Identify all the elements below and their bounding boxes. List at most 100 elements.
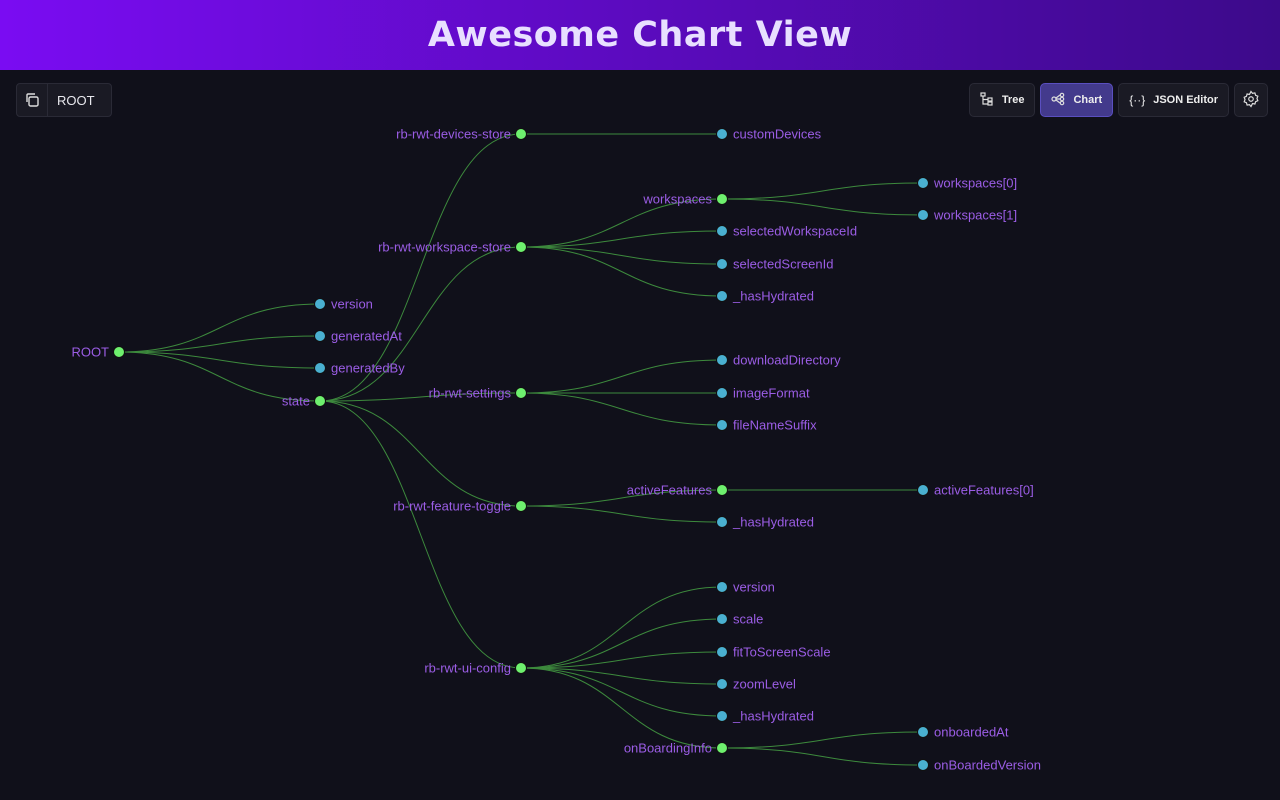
node-label[interactable]: onBoardedVersion: [934, 758, 1041, 773]
breadcrumb-root[interactable]: ROOT: [57, 92, 95, 108]
copy-icon[interactable]: [17, 84, 48, 116]
node-label[interactable]: workspaces[0]: [933, 176, 1017, 191]
leaf-node[interactable]: generatedBy: [314, 361, 406, 376]
node-label[interactable]: state: [282, 394, 310, 409]
node-label[interactable]: fileNameSuffix: [733, 418, 817, 433]
node-dot[interactable]: [716, 516, 728, 528]
leaf-node[interactable]: selectedWorkspaceId: [716, 224, 858, 239]
branch-node[interactable]: rb-rwt-workspace-store: [378, 240, 527, 255]
node-label[interactable]: version: [733, 580, 775, 595]
node-dot[interactable]: [314, 298, 326, 310]
node-dot[interactable]: [716, 742, 728, 754]
leaf-node[interactable]: _hasHydrated: [716, 289, 814, 304]
node-dot[interactable]: [716, 193, 728, 205]
tree-view-button[interactable]: Tree: [968, 83, 1036, 117]
leaf-node[interactable]: onboardedAt: [917, 725, 1009, 740]
node-label[interactable]: rb-rwt-ui-config: [424, 661, 511, 676]
node-dot[interactable]: [716, 128, 728, 140]
leaf-node[interactable]: scale: [716, 612, 764, 627]
node-label[interactable]: ROOT: [71, 345, 109, 360]
node-label[interactable]: selectedWorkspaceId: [733, 224, 857, 239]
node-label[interactable]: customDevices: [733, 127, 822, 142]
node-label[interactable]: generatedAt: [331, 329, 402, 344]
node-dot[interactable]: [716, 387, 728, 399]
leaf-node[interactable]: selectedScreenId: [716, 257, 834, 272]
node-label[interactable]: fitToScreenScale: [733, 645, 831, 660]
branch-node[interactable]: ROOT: [71, 345, 125, 360]
leaf-node[interactable]: downloadDirectory: [716, 353, 842, 368]
node-dot[interactable]: [917, 177, 929, 189]
branch-node[interactable]: onBoardingInfo: [624, 741, 728, 756]
node-label[interactable]: generatedBy: [331, 361, 405, 376]
node-dot[interactable]: [716, 484, 728, 496]
branch-node[interactable]: rb-rwt-ui-config: [424, 661, 527, 676]
node-dot[interactable]: [716, 710, 728, 722]
node-dot[interactable]: [917, 209, 929, 221]
node-dot[interactable]: [314, 362, 326, 374]
leaf-node[interactable]: version: [716, 580, 775, 595]
node-dot[interactable]: [716, 225, 728, 237]
branch-node[interactable]: activeFeatures: [627, 483, 728, 498]
node-dot[interactable]: [716, 258, 728, 270]
node-label[interactable]: workspaces[1]: [933, 208, 1017, 223]
leaf-node[interactable]: generatedAt: [314, 329, 403, 344]
node-label[interactable]: zoomLevel: [733, 677, 796, 692]
node-dot[interactable]: [515, 662, 527, 674]
node-label[interactable]: activeFeatures: [627, 483, 713, 498]
node-dot[interactable]: [515, 387, 527, 399]
branch-node[interactable]: workspaces: [642, 192, 728, 207]
node-dot[interactable]: [716, 419, 728, 431]
node-dot[interactable]: [716, 290, 728, 302]
leaf-node[interactable]: zoomLevel: [716, 677, 796, 692]
leaf-node[interactable]: fileNameSuffix: [716, 418, 818, 433]
leaf-node[interactable]: onBoardedVersion: [917, 758, 1041, 773]
branch-node[interactable]: rb-rwt-feature-toggle: [393, 499, 527, 514]
node-label[interactable]: downloadDirectory: [733, 353, 841, 368]
node-dot[interactable]: [716, 646, 728, 658]
node-dot[interactable]: [515, 128, 527, 140]
node-dot[interactable]: [716, 354, 728, 366]
leaf-node[interactable]: imageFormat: [716, 386, 810, 401]
chart-view-button[interactable]: Chart: [1040, 83, 1114, 117]
node-dot[interactable]: [716, 581, 728, 593]
braces-icon: {··}: [1129, 93, 1146, 107]
node-dot[interactable]: [917, 759, 929, 771]
node-label[interactable]: _hasHydrated: [732, 709, 814, 724]
branch-node[interactable]: rb-rwt-settings: [429, 386, 527, 401]
node-dot[interactable]: [515, 241, 527, 253]
node-dot[interactable]: [917, 484, 929, 496]
node-label[interactable]: _hasHydrated: [732, 515, 814, 530]
node-dot[interactable]: [716, 678, 728, 690]
leaf-node[interactable]: version: [314, 297, 373, 312]
branch-node[interactable]: state: [282, 394, 326, 409]
node-label[interactable]: rb-rwt-workspace-store: [378, 240, 511, 255]
leaf-node[interactable]: fitToScreenScale: [716, 645, 831, 660]
node-dot[interactable]: [716, 613, 728, 625]
leaf-node[interactable]: _hasHydrated: [716, 709, 814, 724]
node-label[interactable]: rb-rwt-settings: [429, 386, 512, 401]
leaf-node[interactable]: activeFeatures[0]: [917, 483, 1034, 498]
node-label[interactable]: activeFeatures[0]: [934, 483, 1034, 498]
leaf-node[interactable]: customDevices: [716, 127, 822, 142]
node-dot[interactable]: [314, 330, 326, 342]
leaf-node[interactable]: workspaces[0]: [917, 176, 1018, 191]
node-label[interactable]: scale: [733, 612, 763, 627]
node-dot[interactable]: [515, 500, 527, 512]
node-label[interactable]: _hasHydrated: [732, 289, 814, 304]
node-label[interactable]: imageFormat: [733, 386, 810, 401]
branch-node[interactable]: rb-rwt-devices-store: [396, 127, 527, 142]
leaf-node[interactable]: _hasHydrated: [716, 515, 814, 530]
node-label[interactable]: selectedScreenId: [733, 257, 833, 272]
node-dot[interactable]: [917, 726, 929, 738]
node-label[interactable]: rb-rwt-feature-toggle: [393, 499, 511, 514]
node-label[interactable]: rb-rwt-devices-store: [396, 127, 511, 142]
node-label[interactable]: onBoardingInfo: [624, 741, 712, 756]
node-label[interactable]: onboardedAt: [934, 725, 1009, 740]
node-label[interactable]: workspaces: [642, 192, 712, 207]
node-label[interactable]: version: [331, 297, 373, 312]
node-dot[interactable]: [314, 395, 326, 407]
leaf-node[interactable]: workspaces[1]: [917, 208, 1018, 223]
node-dot[interactable]: [113, 346, 125, 358]
settings-button[interactable]: [1234, 83, 1268, 117]
json-editor-button[interactable]: {··} JSON Editor: [1118, 83, 1229, 117]
